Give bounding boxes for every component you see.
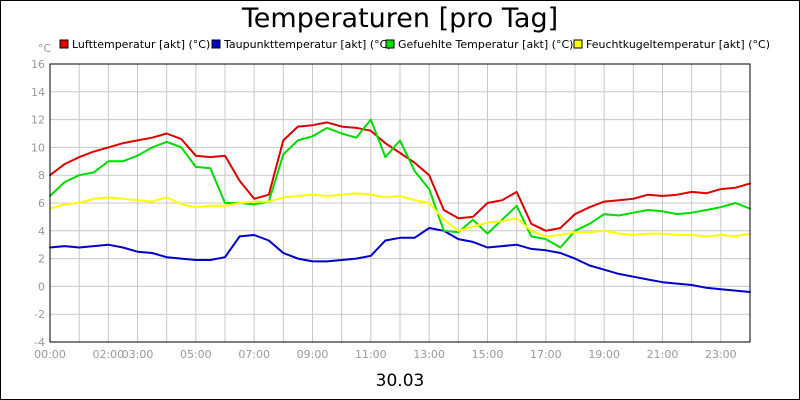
- series-line-2: [49, 227, 751, 293]
- legend-swatch: [59, 39, 69, 49]
- y-axis-unit: °C: [38, 42, 52, 55]
- x-tick-label: 11:00: [355, 348, 387, 361]
- series-line-1: [49, 121, 751, 232]
- y-tick-label: 10: [31, 141, 45, 154]
- y-tick-label: 8: [38, 169, 45, 182]
- y-tick-label: 16: [31, 58, 45, 71]
- series-line-4: [49, 192, 751, 238]
- legend-swatch: [385, 39, 395, 49]
- y-tick-label: 12: [31, 114, 45, 127]
- legend-label: Lufttemperatur [akt] (°C): [72, 38, 210, 51]
- legend-label: Taupunkttemperatur [akt] (°C): [223, 38, 392, 51]
- x-tick-label: 19:00: [588, 348, 620, 361]
- y-tick-label: -4: [34, 336, 45, 349]
- legend-swatch: [211, 39, 221, 49]
- plot-border: [49, 63, 751, 343]
- x-tick-label: 02:00: [92, 348, 124, 361]
- x-tick-label: 09:00: [297, 348, 329, 361]
- y-tick-label: 6: [38, 197, 45, 210]
- x-tick-label: 05:00: [180, 348, 212, 361]
- y-tick-label: 2: [38, 253, 45, 266]
- x-tick-label: 17:00: [530, 348, 562, 361]
- x-tick-label: 03:00: [122, 348, 154, 361]
- series-line-3: [49, 118, 751, 249]
- x-tick-label: 21:00: [647, 348, 679, 361]
- x-tick-label: 23:00: [705, 348, 737, 361]
- legend-label: Gefuehlte Temperatur [akt] (°C): [398, 38, 573, 51]
- date-label: 30.03: [376, 371, 425, 391]
- y-tick-label: 0: [38, 280, 45, 293]
- y-tick-label: 14: [31, 86, 45, 99]
- chart-title: Temperaturen [pro Tag]: [241, 3, 558, 34]
- x-tick-label: 00:00: [34, 348, 66, 361]
- legend-swatch: [573, 39, 583, 49]
- series-lines: [49, 118, 751, 293]
- x-tick-label: 15:00: [472, 348, 504, 361]
- y-axis-ticks: 16 14 12 10 8 6 4 2 0 -2 -4: [31, 58, 45, 349]
- x-tick-label: 13:00: [413, 348, 445, 361]
- legend-label: Feuchtkugeltemperatur [akt] (°C): [586, 38, 770, 51]
- legend: Lufttemperatur [akt] (°C) Taupunkttempera…: [59, 38, 770, 51]
- y-tick-label: 4: [38, 225, 45, 238]
- y-tick-label: -2: [34, 308, 45, 321]
- x-tick-label: 07:00: [238, 348, 270, 361]
